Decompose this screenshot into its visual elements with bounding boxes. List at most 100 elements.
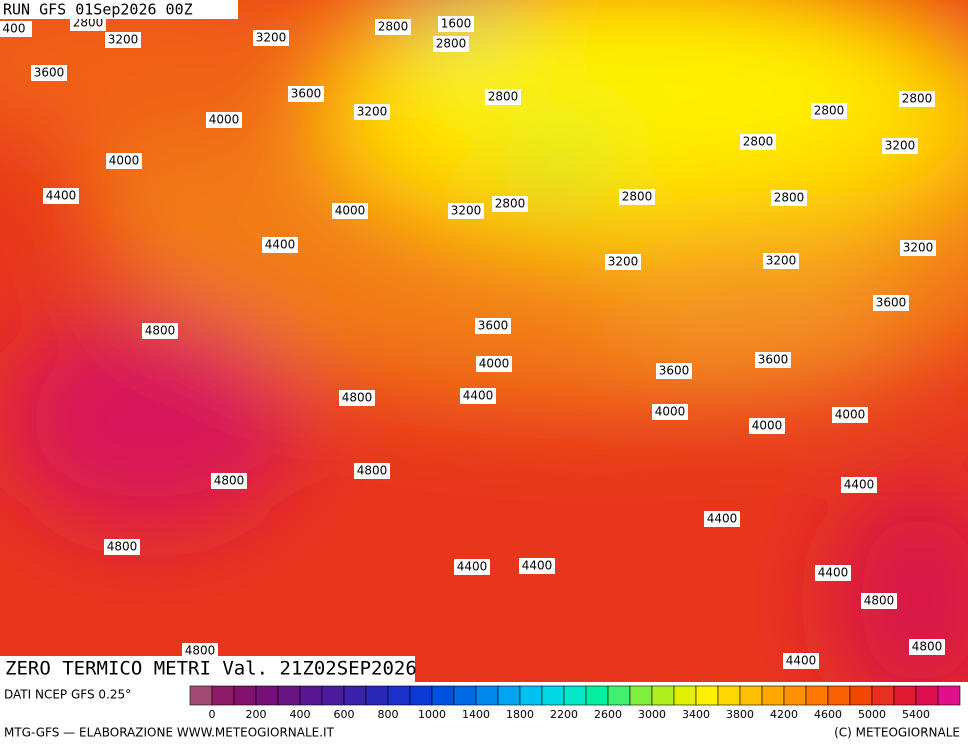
colorbar-swatch [255, 685, 279, 706]
contour-label-box [211, 473, 247, 489]
colorbar-swatch [453, 685, 477, 706]
contour-label-box [909, 639, 945, 655]
contour-label-box [206, 112, 242, 128]
colorbar-swatch [915, 685, 939, 706]
contour-label: 2800 [622, 190, 653, 204]
colorbar-label: 1400 [462, 708, 490, 721]
contour-label-box [106, 153, 142, 169]
contour-label: 4000 [109, 154, 140, 168]
colorbar-swatch [343, 685, 367, 706]
contour-label: 2800 [436, 37, 467, 51]
colorbar-swatch [849, 685, 873, 706]
contour-label: 3600 [291, 87, 322, 101]
contour-label: 3200 [108, 33, 139, 47]
contour-label-box [332, 203, 368, 219]
contour-label: 4000 [335, 204, 366, 218]
colorbar-swatch [629, 685, 653, 706]
contour-label: 1600 [441, 17, 472, 31]
contour-label: 4400 [463, 389, 494, 403]
source-label: DATI NCEP GFS 0.25° [4, 688, 131, 702]
contour-label: 4800 [357, 464, 388, 478]
colorbar-swatch [651, 685, 675, 706]
contour-label-box [873, 295, 909, 311]
colorbar-swatch [519, 685, 543, 706]
contour-label-box [899, 91, 935, 107]
contour-label: 4800 [185, 644, 216, 658]
colorbar-swatch [805, 685, 829, 706]
contour-label-box [460, 388, 496, 404]
contour-label: 3200 [885, 139, 916, 153]
colorbar-swatch [233, 685, 257, 706]
contour-label: 4400 [265, 238, 296, 252]
contour-label-box [253, 30, 289, 46]
contour-label-box [771, 190, 807, 206]
contour-label-box [476, 356, 512, 372]
contour-label: 3600 [478, 319, 509, 333]
contour-label: 3600 [659, 364, 690, 378]
contour-label-box [605, 254, 641, 270]
contour-label-box [652, 404, 688, 420]
contour-label: 4400 [818, 566, 849, 580]
colorbar-label: 4200 [770, 708, 798, 721]
colorbar-swatch [409, 685, 433, 706]
contour-label-box [841, 477, 877, 493]
contour-label-box [288, 86, 324, 102]
contour-label-box [704, 511, 740, 527]
contour-label: 4800 [864, 594, 895, 608]
contour-labels: 2800 400 3200 3200 2800 1600 2800 3600 3600 2800 3… [0, 15, 945, 669]
run-label: RUN GFS 01Sep2026 00Z [3, 1, 193, 19]
contour-label-box [783, 653, 819, 669]
colorbar-swatch [893, 685, 917, 706]
contour-label-box [619, 189, 655, 205]
contour-label-box [339, 390, 375, 406]
contour-label-box [755, 352, 791, 368]
contour-label-box [375, 19, 411, 35]
contour-label: 3200 [903, 241, 934, 255]
contour-label-box [43, 188, 79, 204]
colorbar-swatch [761, 685, 785, 706]
contour-label: 4400 [457, 560, 488, 574]
contour-label-box [354, 104, 390, 120]
contour-label: 3200 [451, 204, 482, 218]
colorbar-swatch [321, 685, 345, 706]
colorbar-swatch [365, 685, 389, 706]
colorbar-swatch [189, 685, 213, 706]
contour-label: 2800 [774, 191, 805, 205]
contour-label-box [454, 559, 490, 575]
contour-label-box [656, 363, 692, 379]
colorbar-label: 4600 [814, 708, 842, 721]
contour-label-box [182, 643, 218, 659]
colorbar-label: 200 [246, 708, 267, 721]
contour-label: 4400 [786, 654, 817, 668]
contour-label: 3200 [766, 254, 797, 268]
contour-label-box [811, 103, 847, 119]
contour-label: 4800 [145, 324, 176, 338]
contour-label: 3600 [876, 296, 907, 310]
copyright-label: (C) METEOGIORNALE [834, 726, 960, 740]
contour-label: 3600 [758, 353, 789, 367]
contour-label: 4000 [479, 357, 510, 371]
colorbar-swatch [783, 685, 807, 706]
contour-label-box [519, 558, 555, 574]
contour-label-box [448, 203, 484, 219]
contour-label: 4000 [835, 408, 866, 422]
colorbar-swatch [607, 685, 631, 706]
colorbar-label: 2600 [594, 708, 622, 721]
colorbar-swatch [695, 685, 719, 706]
colorbar-swatch [585, 685, 609, 706]
contour-label-box [354, 463, 390, 479]
contour-label: 4000 [655, 405, 686, 419]
colorbar-label: 5400 [902, 708, 930, 721]
contour-label: 2800 [378, 20, 409, 34]
contour-label: 2800 [495, 197, 526, 211]
colorbar-swatch [211, 685, 235, 706]
credit-label: MTG-GFS — ELABORAZIONE WWW.METEOGIORNALE… [4, 726, 335, 740]
colorbar-swatch [541, 685, 565, 706]
contour-label: 4400 [46, 189, 77, 203]
contour-label-box [832, 407, 868, 423]
colorbar-swatch [475, 685, 499, 706]
contour-label: 4800 [912, 640, 943, 654]
contour-label: 4800 [342, 391, 373, 405]
title-box [0, 656, 415, 682]
colorbar-swatch [277, 685, 301, 706]
